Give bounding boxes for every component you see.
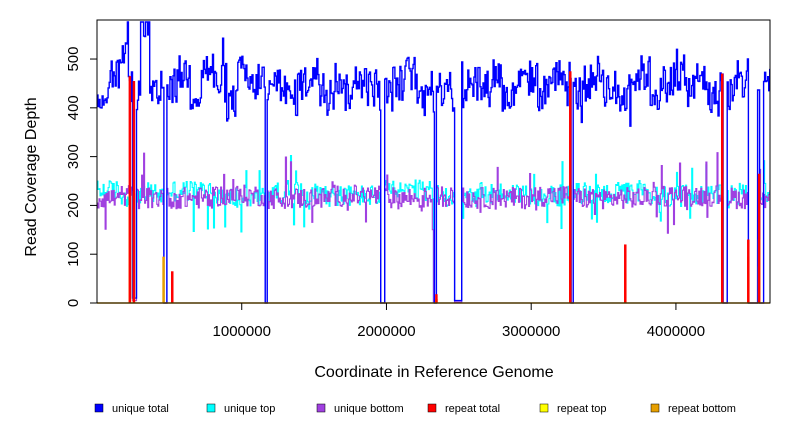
- legend-item-unique-bottom: unique bottom: [316, 403, 404, 415]
- legend-item-repeat-top: repeat top: [539, 403, 607, 415]
- axes-layer: 1000000 2000000 3000000 4000000 0 100 200 300 40…: [65, 19, 771, 340]
- legend-item-repeat-total: repeat total: [427, 403, 500, 415]
- legend-swatch: [94, 403, 104, 413]
- legend-swatch: [427, 403, 437, 413]
- y-tick-label: 100: [65, 242, 82, 267]
- series-repeat-total: [128, 71, 761, 303]
- legend-item-unique-total: unique total: [94, 403, 169, 415]
- plot-frame: [96, 19, 771, 304]
- legend-label: unique top: [224, 403, 275, 415]
- x-tick-label: 1000000: [213, 323, 271, 340]
- x-axis-title: Coordinate in Reference Genome: [314, 364, 553, 381]
- series-line: [97, 155, 771, 304]
- legend-label: repeat total: [445, 403, 500, 415]
- y-tick-label: 200: [65, 193, 82, 218]
- legend-label: repeat top: [557, 403, 607, 415]
- legend-label: repeat bottom: [668, 403, 736, 415]
- x-tick-label: 4000000: [647, 323, 705, 340]
- legend-swatch: [539, 403, 549, 413]
- y-tick-label: 400: [65, 95, 82, 120]
- legend-item-unique-top: unique top: [206, 403, 275, 415]
- legend-swatch: [316, 403, 326, 413]
- y-tick-label: 300: [65, 144, 82, 169]
- x-tick-label: 3000000: [502, 323, 560, 340]
- series-line: [97, 152, 771, 304]
- x-tick-label: 2000000: [357, 323, 415, 340]
- y-tick-label: 0: [65, 299, 82, 307]
- y-tick-label: 500: [65, 47, 82, 72]
- legend-item-repeat-bottom: repeat bottom: [650, 403, 736, 415]
- legend-label: unique total: [112, 403, 169, 415]
- series-line: [97, 21, 771, 304]
- legend: unique total unique top unique bottom repea…: [94, 403, 736, 415]
- y-axis-title: Read Coverage Depth: [23, 97, 40, 256]
- legend-swatch: [206, 403, 216, 413]
- legend-swatch: [650, 403, 660, 413]
- legend-label: unique bottom: [334, 403, 404, 415]
